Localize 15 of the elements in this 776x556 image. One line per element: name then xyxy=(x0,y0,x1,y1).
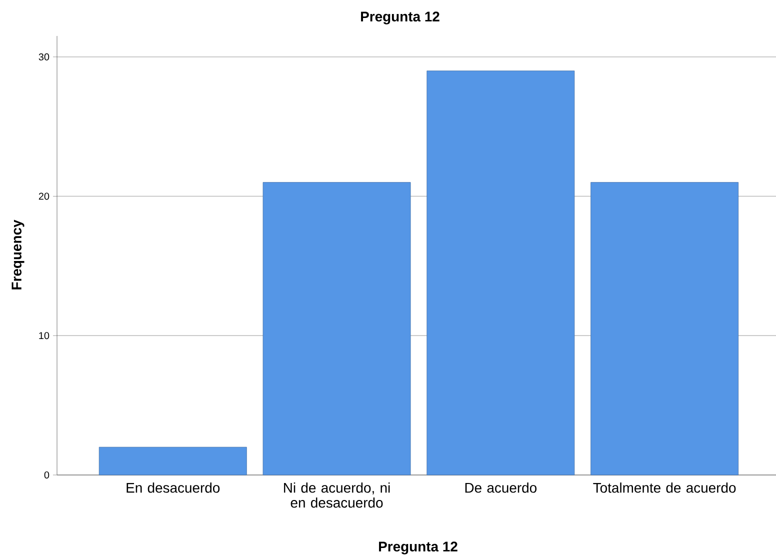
x-tick-label: De acuerdo xyxy=(465,482,537,493)
bar xyxy=(262,182,411,476)
x-tick-label: En desacuerdo xyxy=(126,482,220,493)
bar xyxy=(426,70,575,476)
x-tick-label: Ni de acuerdo, ni en desacuerdo xyxy=(284,482,390,508)
y-tick-label: 20 xyxy=(38,192,50,200)
y-tick-label: 10 xyxy=(39,332,50,340)
chart-title: Pregunta 12 xyxy=(361,12,440,24)
y-axis-title: Frequency xyxy=(12,220,24,290)
x-axis-title: Pregunta 12 xyxy=(379,542,458,554)
bar xyxy=(98,446,247,476)
y-tick-label: 30 xyxy=(38,53,50,60)
y-tick-label: 0 xyxy=(44,471,50,479)
bar xyxy=(590,182,739,476)
x-tick-label: Totalmente de acuerdo xyxy=(593,482,736,493)
